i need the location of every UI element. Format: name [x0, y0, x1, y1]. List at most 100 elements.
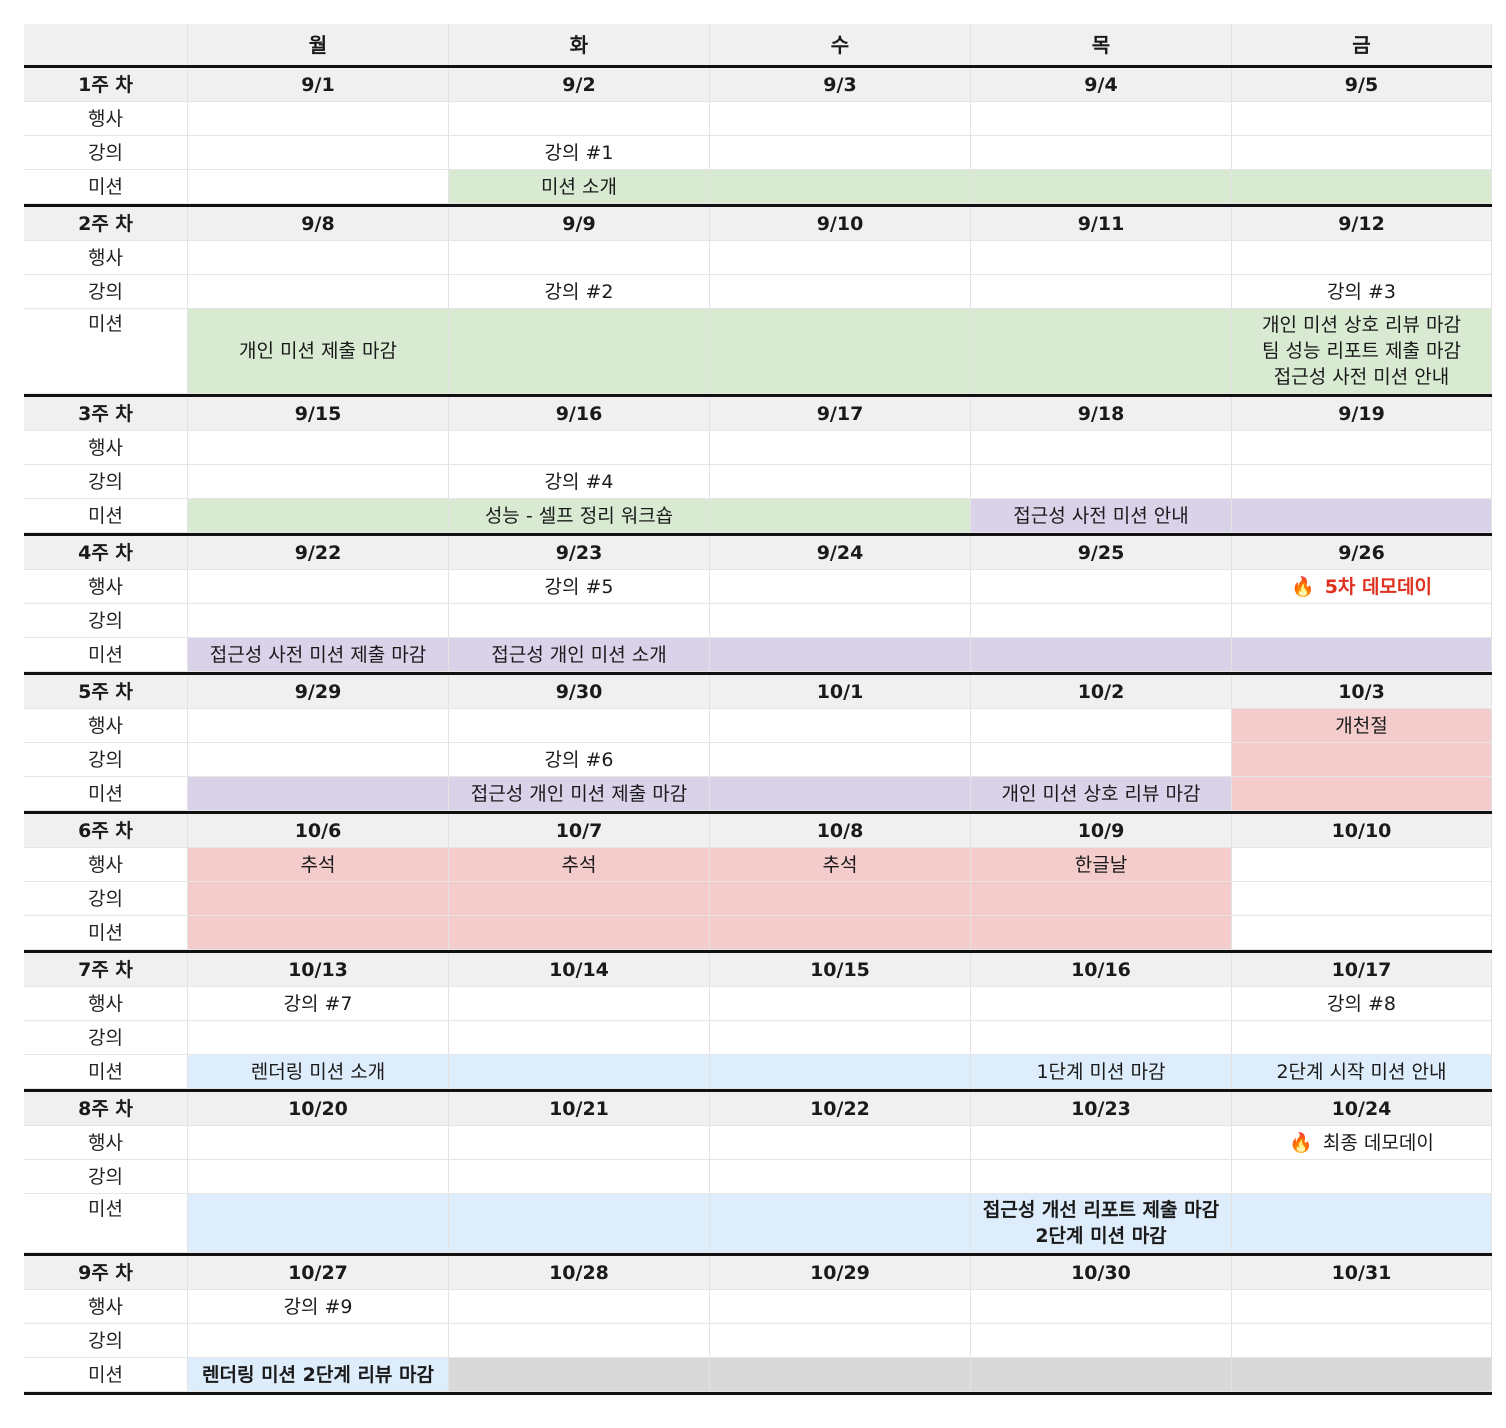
- event-cell[interactable]: [710, 709, 971, 743]
- lecture-cell[interactable]: [971, 882, 1232, 916]
- lecture-cell[interactable]: [449, 882, 710, 916]
- mission-cell[interactable]: 2단계 시작 미션 안내: [1232, 1055, 1492, 1089]
- event-cell[interactable]: [971, 1290, 1232, 1324]
- day-header-wed[interactable]: 수: [710, 24, 971, 65]
- mission-cell[interactable]: 접근성 사전 미션 제출 마감: [188, 638, 449, 672]
- day-header-fri[interactable]: 금: [1232, 24, 1492, 65]
- mission-cell[interactable]: [1232, 1194, 1492, 1253]
- mission-cell[interactable]: 접근성 개인 미션 제출 마감: [449, 777, 710, 811]
- date-cell[interactable]: 10/15: [710, 953, 971, 987]
- lecture-cell[interactable]: [971, 136, 1232, 170]
- date-cell[interactable]: 9/11: [971, 207, 1232, 241]
- mission-cell[interactable]: 개인 미션 상호 리뷰 마감: [971, 777, 1232, 811]
- day-header-mon[interactable]: 월: [188, 24, 449, 65]
- lecture-cell[interactable]: [971, 1160, 1232, 1194]
- date-cell[interactable]: 9/25: [971, 536, 1232, 570]
- date-cell[interactable]: 9/2: [449, 68, 710, 102]
- lecture-cell[interactable]: 강의 #6: [449, 743, 710, 777]
- week-label[interactable]: 4주 차: [24, 536, 188, 570]
- date-cell[interactable]: 9/8: [188, 207, 449, 241]
- mission-cell[interactable]: [449, 309, 710, 394]
- mission-cell[interactable]: [971, 309, 1232, 394]
- mission-cell[interactable]: [1232, 1358, 1492, 1392]
- row-label-lecture[interactable]: 강의: [24, 1324, 188, 1358]
- event-cell[interactable]: [971, 1126, 1232, 1160]
- row-label-mission[interactable]: 미션: [24, 170, 188, 204]
- event-cell[interactable]: [1232, 431, 1492, 465]
- row-label-event[interactable]: 행사: [24, 1126, 188, 1160]
- event-cell[interactable]: [188, 241, 449, 275]
- date-cell[interactable]: 10/14: [449, 953, 710, 987]
- lecture-cell[interactable]: [188, 604, 449, 638]
- date-cell[interactable]: 10/2: [971, 675, 1232, 709]
- mission-cell[interactable]: [188, 916, 449, 950]
- date-cell[interactable]: 9/4: [971, 68, 1232, 102]
- date-cell[interactable]: 10/23: [971, 1092, 1232, 1126]
- row-label-mission[interactable]: 미션: [24, 1055, 188, 1089]
- mission-cell[interactable]: [971, 170, 1232, 204]
- lecture-cell[interactable]: [449, 1021, 710, 1055]
- row-label-lecture[interactable]: 강의: [24, 1160, 188, 1194]
- date-cell[interactable]: 10/31: [1232, 1256, 1492, 1290]
- row-label-event[interactable]: 행사: [24, 709, 188, 743]
- lecture-cell[interactable]: 강의 #3: [1232, 275, 1492, 309]
- mission-cell-multiline[interactable]: 접근성 개선 리포트 제출 마감 2단계 미션 마감: [971, 1194, 1232, 1253]
- row-label-event[interactable]: 행사: [24, 987, 188, 1021]
- row-label-lecture[interactable]: 강의: [24, 465, 188, 499]
- date-cell[interactable]: 10/17: [1232, 953, 1492, 987]
- date-cell[interactable]: 10/22: [710, 1092, 971, 1126]
- event-cell[interactable]: [188, 431, 449, 465]
- row-label-lecture[interactable]: 강의: [24, 1021, 188, 1055]
- lecture-cell[interactable]: [449, 1160, 710, 1194]
- date-cell[interactable]: 10/24: [1232, 1092, 1492, 1126]
- row-label-mission[interactable]: 미션: [24, 1358, 188, 1392]
- lecture-cell[interactable]: [971, 743, 1232, 777]
- event-cell[interactable]: [710, 102, 971, 136]
- row-label-mission[interactable]: 미션: [24, 638, 188, 672]
- date-cell[interactable]: 9/19: [1232, 397, 1492, 431]
- date-cell[interactable]: 10/13: [188, 953, 449, 987]
- date-cell[interactable]: 10/10: [1232, 814, 1492, 848]
- mission-cell[interactable]: [1232, 777, 1492, 811]
- lecture-cell[interactable]: [710, 136, 971, 170]
- holiday-cell[interactable]: 추석: [449, 848, 710, 882]
- mission-cell[interactable]: 1단계 미션 마감: [971, 1055, 1232, 1089]
- week-label[interactable]: 3주 차: [24, 397, 188, 431]
- week-label[interactable]: 7주 차: [24, 953, 188, 987]
- holiday-cell[interactable]: 한글날: [971, 848, 1232, 882]
- corner-cell[interactable]: [24, 24, 188, 65]
- mission-cell[interactable]: [971, 916, 1232, 950]
- mission-cell[interactable]: [710, 309, 971, 394]
- date-cell[interactable]: 9/1: [188, 68, 449, 102]
- mission-cell[interactable]: [1232, 499, 1492, 533]
- mission-cell[interactable]: [1232, 638, 1492, 672]
- row-label-event[interactable]: 행사: [24, 1290, 188, 1324]
- row-label-lecture[interactable]: 강의: [24, 604, 188, 638]
- mission-cell[interactable]: [710, 1055, 971, 1089]
- mission-cell[interactable]: 성능 - 셀프 정리 워크숍: [449, 499, 710, 533]
- lecture-cell[interactable]: [449, 1324, 710, 1358]
- mission-cell[interactable]: [449, 916, 710, 950]
- event-cell[interactable]: 강의 #9: [188, 1290, 449, 1324]
- event-cell[interactable]: 강의 #5: [449, 570, 710, 604]
- lecture-cell[interactable]: [710, 1021, 971, 1055]
- mission-cell[interactable]: [449, 1358, 710, 1392]
- day-header-tue[interactable]: 화: [449, 24, 710, 65]
- date-cell[interactable]: 10/9: [971, 814, 1232, 848]
- lecture-cell[interactable]: [1232, 1324, 1492, 1358]
- mission-cell[interactable]: [971, 638, 1232, 672]
- mission-cell[interactable]: [710, 638, 971, 672]
- date-cell[interactable]: 9/23: [449, 536, 710, 570]
- lecture-cell[interactable]: [188, 1160, 449, 1194]
- mission-cell[interactable]: [1232, 170, 1492, 204]
- date-cell[interactable]: 9/26: [1232, 536, 1492, 570]
- lecture-cell[interactable]: [710, 1324, 971, 1358]
- lecture-cell[interactable]: [1232, 136, 1492, 170]
- event-cell[interactable]: 강의 #7: [188, 987, 449, 1021]
- lecture-cell[interactable]: 강의 #1: [449, 136, 710, 170]
- lecture-cell[interactable]: 강의 #4: [449, 465, 710, 499]
- lecture-cell[interactable]: [449, 604, 710, 638]
- event-cell[interactable]: [188, 1126, 449, 1160]
- event-cell[interactable]: [1232, 848, 1492, 882]
- lecture-cell[interactable]: [1232, 882, 1492, 916]
